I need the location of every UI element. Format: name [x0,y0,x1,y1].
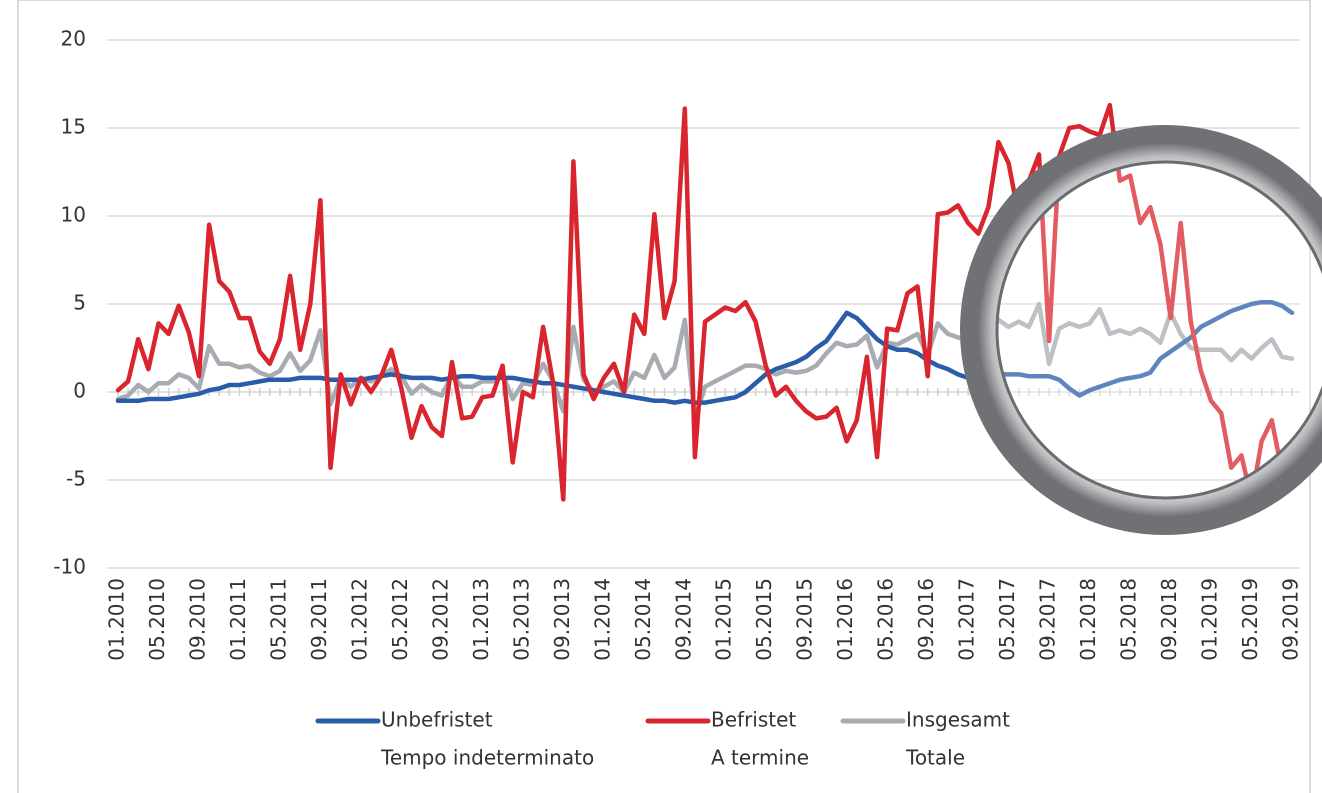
x-tick-label: 05.2010 [145,578,169,661]
x-tick-label: 09.2017 [1036,578,1060,661]
x-tick-label: 01.2018 [1076,578,1100,661]
series-line [115,102,1295,502]
x-tick-label: 09.2013 [550,578,574,661]
x-tick-label: 09.2015 [793,578,817,661]
magnifier [960,125,1322,535]
x-tick-label: 05.2016 [874,578,898,661]
y-tick-label: 10 [61,203,86,227]
y-tick-label: -5 [66,467,86,491]
legend-label: Insgesamt [906,708,1010,732]
frame [17,0,1311,793]
legend-label-it: A termine [711,746,809,770]
x-tick-label: 05.2011 [266,578,290,661]
x-tick-label: 05.2012 [388,578,412,661]
x-tick-label: 09.2012 [428,578,452,661]
x-tick-label: 01.2010 [105,578,129,661]
series-line [115,301,1295,421]
x-tick-label: 01.2012 [347,578,371,661]
x-tick-label: 05.2013 [509,578,533,661]
x-tick-label: 01.2011 [226,578,250,661]
x-tick-label: 01.2016 [833,578,857,661]
x-tick-label: 01.2019 [1198,578,1222,661]
legend-label-it: Totale [905,746,965,770]
y-tick-label: 15 [61,115,86,139]
x-tick-label: 05.2018 [1117,578,1141,661]
x-tick-label: 09.2014 [671,578,695,661]
x-tick-label: 01.2017 [955,578,979,661]
y-tick-label: 0 [73,379,86,403]
series-line [115,299,1295,405]
plot-area: -10 -5 0 5 10 15 20 01.2010 05.2010 09.2010 01.201… [53,27,1302,661]
y-tick-label: 20 [61,27,86,51]
x-tick-label: 05.2015 [752,578,776,661]
lens-inner-edge [995,160,1322,500]
lens-glass [960,125,1322,535]
x-tick-label: 05.2014 [631,578,655,661]
legend-label: Befristet [711,708,796,732]
x-tick-label: 05.2017 [995,578,1019,661]
x-tick-label: 01.2014 [590,578,614,661]
x-tick-label: 01.2015 [712,578,736,661]
x-tick-label: 01.2013 [469,578,493,661]
lens-ring [960,125,1322,535]
y-tick-label: 5 [73,291,86,315]
legend-label-it: Tempo indeterminato [380,746,594,770]
x-tick-label: 09.2016 [914,578,938,661]
x-tick-label: 05.2019 [1238,578,1262,661]
x-tick-label: 09.2018 [1157,578,1181,661]
legend: Unbefristet Tempo indeterminato Befristet A… [315,708,1010,770]
legend-label: Unbefristet [381,708,493,732]
x-tick-label: 09.2011 [307,578,331,661]
x-tick-label: 09.2010 [185,578,209,661]
x-tick-label: 09.2019 [1279,578,1303,661]
y-tick-label: -10 [53,555,86,579]
